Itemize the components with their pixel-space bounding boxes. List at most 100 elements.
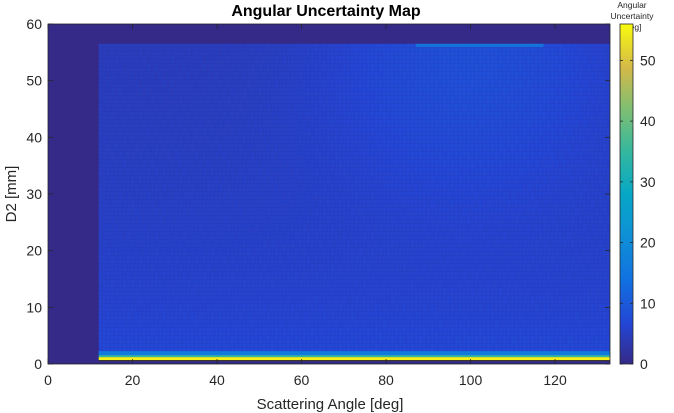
heatmap-cell xyxy=(462,163,467,168)
heatmap-cell xyxy=(234,43,239,48)
heatmap-cell xyxy=(146,159,151,164)
heatmap-cell xyxy=(370,103,375,108)
heatmap-cell xyxy=(314,123,319,128)
heatmap-cell xyxy=(242,187,247,192)
heatmap-cell xyxy=(362,71,367,76)
heatmap-cell xyxy=(574,91,579,96)
heatmap-cell xyxy=(518,103,523,108)
heatmap-cell xyxy=(566,111,571,116)
heatmap-cell xyxy=(178,127,183,132)
heatmap-cell xyxy=(334,115,339,120)
heatmap-cell xyxy=(250,119,255,124)
heatmap-cell xyxy=(478,183,483,188)
heatmap-cell xyxy=(598,155,603,160)
heatmap-cell xyxy=(378,51,383,56)
heatmap-cell xyxy=(434,71,439,76)
heatmap-cell xyxy=(454,111,459,116)
heatmap-cell xyxy=(582,71,587,76)
heatmap-cell xyxy=(222,167,227,172)
heatmap-cell xyxy=(106,179,111,184)
heatmap-cell xyxy=(590,147,595,152)
heatmap-cell xyxy=(438,75,443,80)
heatmap-cell xyxy=(410,175,415,180)
heatmap-cell xyxy=(510,195,515,200)
heatmap-cell xyxy=(506,71,511,76)
heatmap-cell xyxy=(338,87,343,92)
heatmap-cell xyxy=(178,139,183,144)
heatmap-cell xyxy=(186,143,191,148)
heatmap-cell xyxy=(414,51,419,56)
heatmap-cell xyxy=(382,67,387,72)
heatmap-cell xyxy=(270,183,275,188)
heatmap-cell xyxy=(518,83,523,88)
heatmap-cell xyxy=(254,127,259,132)
heatmap-cell xyxy=(354,67,359,72)
heatmap-cell xyxy=(218,107,223,112)
heatmap-cell xyxy=(398,43,403,48)
heatmap-cell xyxy=(554,151,559,156)
heatmap-cell xyxy=(274,179,279,184)
heatmap-cell xyxy=(478,187,483,192)
heatmap-cell xyxy=(110,139,115,144)
heatmap-cell xyxy=(554,123,559,128)
heatmap-cell xyxy=(402,171,407,176)
heatmap-cell xyxy=(538,59,543,64)
heatmap-cell xyxy=(250,67,255,72)
heatmap-cell xyxy=(126,71,131,76)
heatmap-cell xyxy=(310,103,315,108)
heatmap-cell xyxy=(106,47,111,52)
heatmap-cell xyxy=(466,167,471,172)
heatmap-cell xyxy=(574,147,579,152)
heatmap-cell xyxy=(186,67,191,72)
heatmap-cell xyxy=(450,55,455,60)
heatmap-cell xyxy=(522,79,527,84)
heatmap-cell xyxy=(474,103,479,108)
heatmap-cell xyxy=(130,47,135,52)
heatmap-cell xyxy=(150,135,155,140)
heatmap-cell xyxy=(126,191,131,196)
heatmap-cell xyxy=(558,163,563,168)
heatmap-cell xyxy=(402,91,407,96)
heatmap-cell xyxy=(206,175,211,180)
heatmap-cell xyxy=(310,195,315,200)
heatmap-cell xyxy=(522,51,527,56)
heatmap-cell xyxy=(338,59,343,64)
heatmap-cell xyxy=(510,55,515,60)
heatmap-cell xyxy=(158,155,163,160)
heatmap-cell xyxy=(454,151,459,156)
heatmap-cell xyxy=(586,139,591,144)
heatmap-cell xyxy=(498,111,503,116)
heatmap-cell xyxy=(306,143,311,148)
heatmap-cell xyxy=(170,131,175,136)
heatmap-cell xyxy=(582,135,587,140)
heatmap-cell xyxy=(534,135,539,140)
heatmap-cell xyxy=(530,183,535,188)
heatmap-cell xyxy=(218,71,223,76)
heatmap-cell xyxy=(106,75,111,80)
heatmap-cell xyxy=(526,191,531,196)
heatmap-cell xyxy=(334,55,339,60)
heatmap-cell xyxy=(514,171,519,176)
heatmap-cell xyxy=(486,179,491,184)
heatmap-cell xyxy=(366,67,371,72)
heatmap-cell xyxy=(178,115,183,120)
heatmap-cell xyxy=(494,103,499,108)
heatmap-cell xyxy=(522,179,527,184)
heatmap-cell xyxy=(602,183,607,188)
heatmap-cell xyxy=(274,59,279,64)
heatmap-cell xyxy=(422,111,427,116)
heatmap-cell xyxy=(290,191,295,196)
heatmap-cell xyxy=(606,143,610,148)
heatmap-cell xyxy=(310,159,315,164)
heatmap-cell xyxy=(422,195,427,200)
heatmap-cell xyxy=(138,155,143,160)
heatmap-cell xyxy=(434,123,439,128)
heatmap-cell xyxy=(186,135,191,140)
heatmap-cell xyxy=(334,175,339,180)
heatmap-cell xyxy=(98,147,103,152)
heatmap-cell xyxy=(290,43,295,48)
heatmap-cell xyxy=(586,55,591,60)
heatmap-cell xyxy=(426,87,431,92)
heatmap-cell xyxy=(478,147,483,152)
heatmap-cell xyxy=(550,191,555,196)
